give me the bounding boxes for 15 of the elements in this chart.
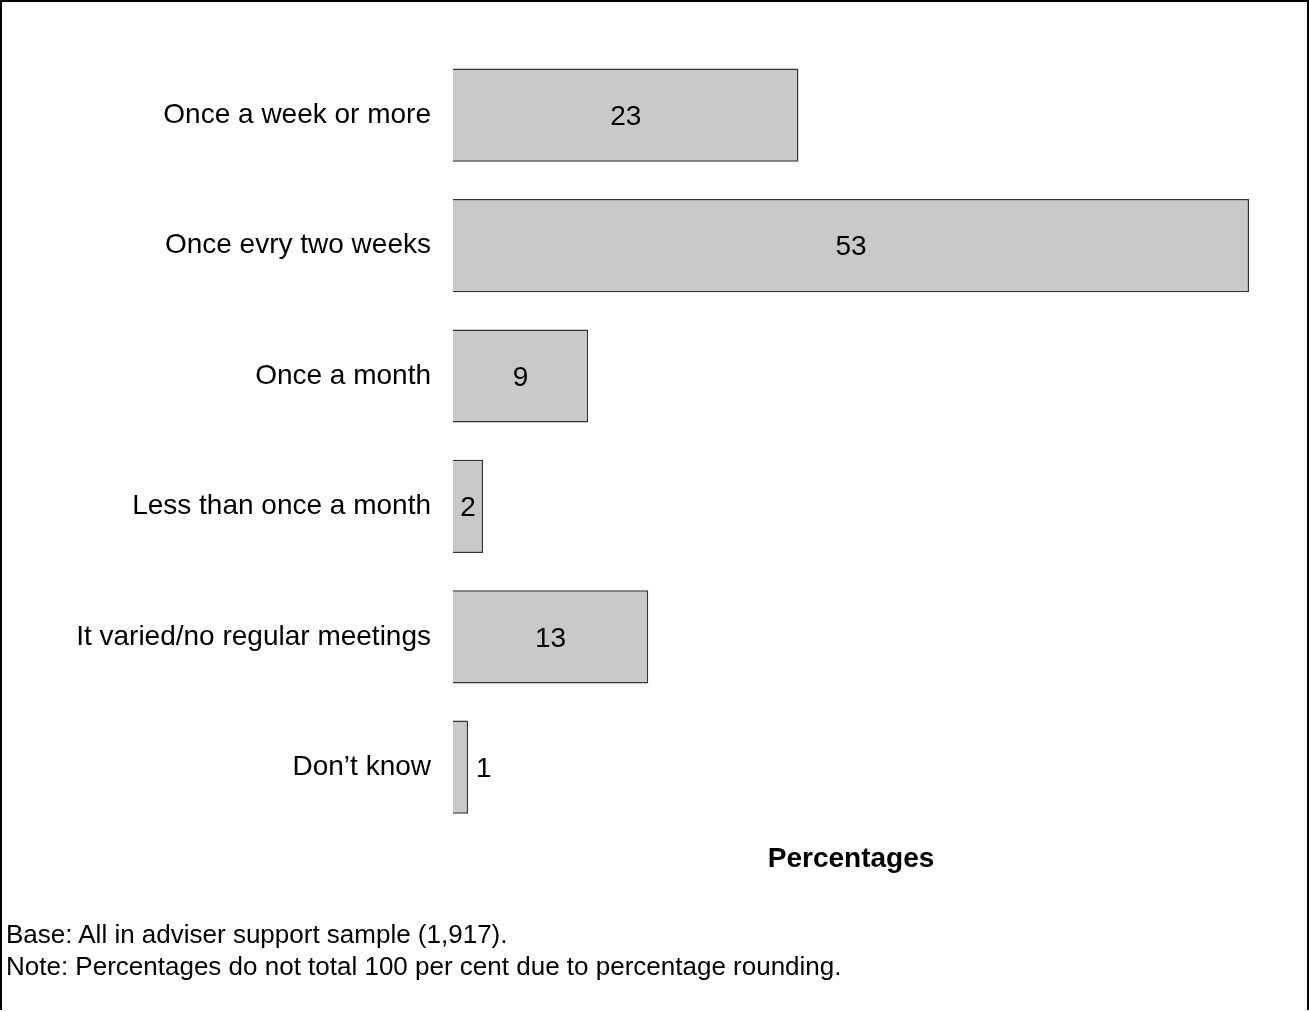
y-tick-label: Once evry two weeks xyxy=(164,228,431,260)
text: Base: All in adviser support sample (1,917). xyxy=(6,918,509,950)
y-tick-label: Once a month xyxy=(255,358,431,390)
data-label: 2 xyxy=(460,491,476,523)
data-label: 1 xyxy=(476,751,492,783)
data-label: 13 xyxy=(535,621,567,653)
y-tick-label: Don’t know xyxy=(292,749,432,781)
data-label: 23 xyxy=(610,99,642,131)
data-label: 53 xyxy=(835,230,867,262)
y-tick-label: It varied/no regular meetings xyxy=(76,619,431,651)
data-label: 9 xyxy=(512,360,529,392)
y-tick-label: Once a week or more xyxy=(163,97,431,129)
x-axis-title: Percentages xyxy=(767,841,935,873)
text: Note: Percentages do not total 100 per cent due to percentage rounding. xyxy=(6,950,842,982)
y-tick-label: Less than once a month xyxy=(132,489,431,521)
